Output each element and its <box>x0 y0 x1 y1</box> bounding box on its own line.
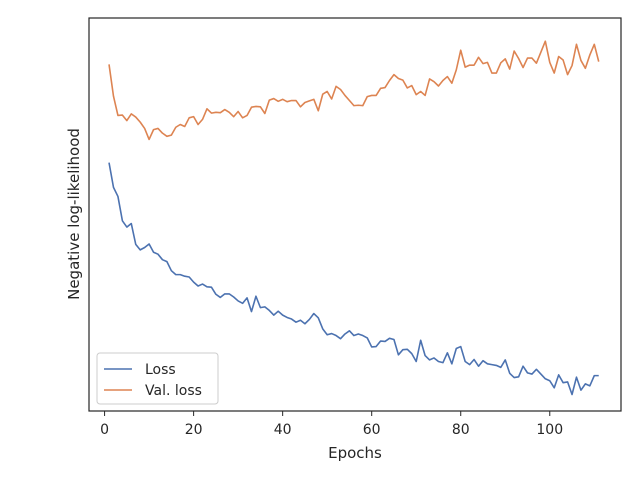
x-tick-label: 100 <box>536 422 563 438</box>
legend-label-val-loss: Val. loss <box>145 383 202 399</box>
y-axis-label: Negative log-likelihood <box>65 128 83 300</box>
x-tick-label: 0 <box>100 422 109 438</box>
x-tick-label: 40 <box>274 422 292 438</box>
plot-frame <box>88 17 622 412</box>
x-axis-label: Epochs <box>328 444 382 462</box>
series-layer <box>108 40 600 396</box>
x-tick-label: 60 <box>363 422 381 438</box>
x-ticks: 0 20 40 60 80 100 <box>100 411 563 438</box>
x-tick-label: 20 <box>185 422 203 438</box>
legend-box <box>96 352 219 405</box>
series-line-val-loss <box>108 40 600 141</box>
x-tick-label: 80 <box>452 422 470 438</box>
series-line-loss <box>108 162 599 396</box>
legend: Loss Val. loss <box>96 352 219 405</box>
plot-area <box>89 18 621 411</box>
legend-label-loss: Loss <box>145 362 176 378</box>
